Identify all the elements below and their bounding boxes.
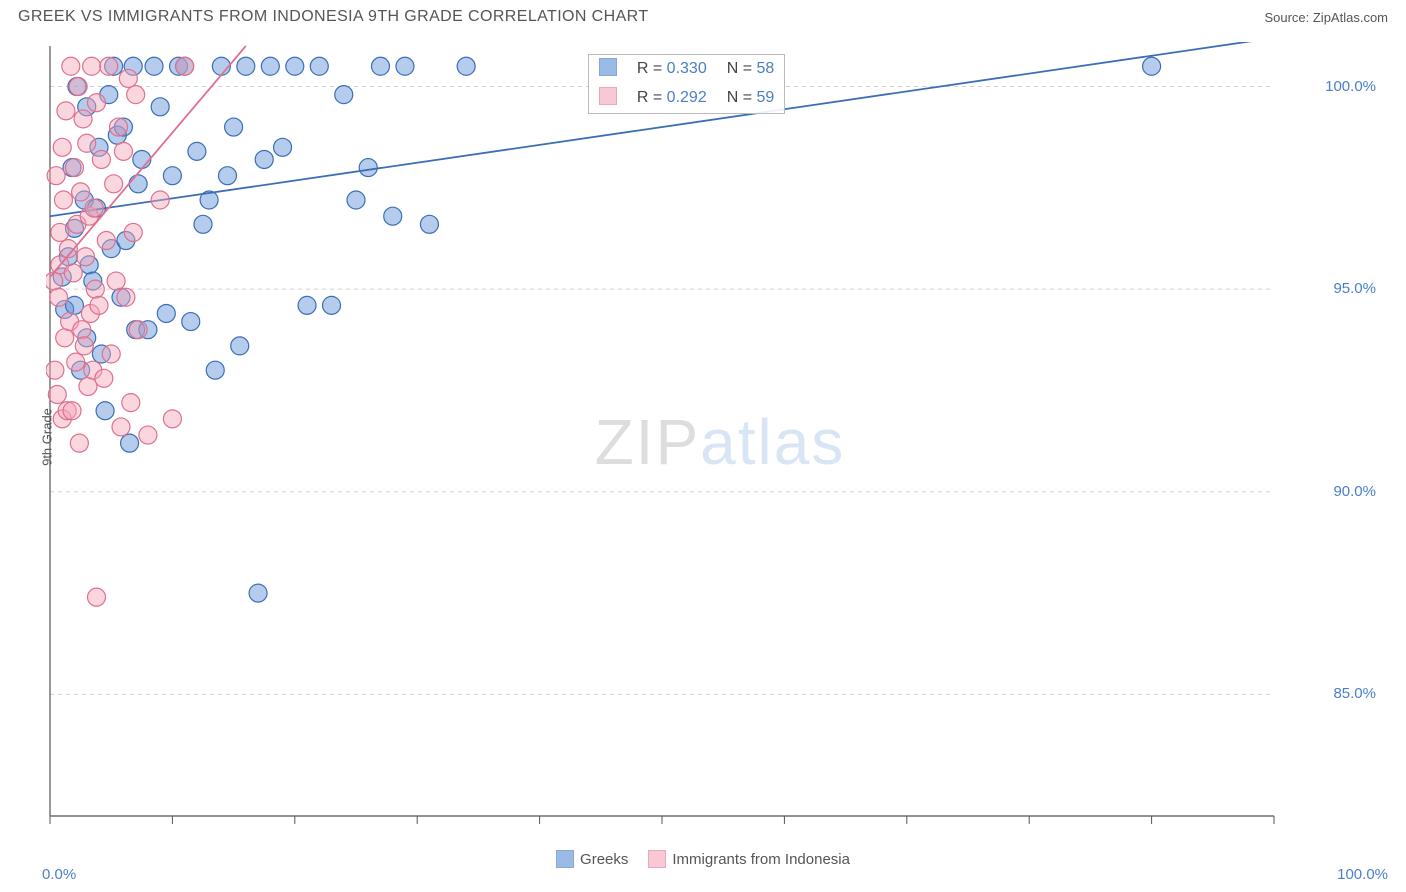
- chart-title: GREEK VS IMMIGRANTS FROM INDONESIA 9TH G…: [18, 8, 649, 26]
- legend-swatch: [648, 850, 666, 868]
- chart-area: 9th Grade ZIPatlas 85.0%90.0%95.0%100.0%…: [46, 42, 1384, 832]
- legend-label: Immigrants from Indonesia: [672, 851, 850, 868]
- y-tick-label: 100.0%: [1325, 78, 1376, 95]
- legend-label: Greeks: [580, 851, 628, 868]
- x-axis-max-label: 100.0%: [1337, 866, 1388, 883]
- y-tick-label: 90.0%: [1333, 483, 1376, 500]
- legend-swatch: [556, 850, 574, 868]
- x-axis-min-label: 0.0%: [42, 866, 76, 883]
- scatter-plot: [46, 42, 1384, 832]
- stats-legend-box: R = 0.330N = 58R = 0.292N = 59: [588, 54, 785, 114]
- y-tick-label: 85.0%: [1333, 685, 1376, 702]
- legend-item: Greeks: [556, 850, 628, 868]
- legend-item: Immigrants from Indonesia: [648, 850, 850, 868]
- source-label: Source: ZipAtlas.com: [1264, 10, 1388, 25]
- bottom-legend: Greeks Immigrants from Indonesia: [0, 850, 1406, 868]
- y-tick-label: 95.0%: [1333, 280, 1376, 297]
